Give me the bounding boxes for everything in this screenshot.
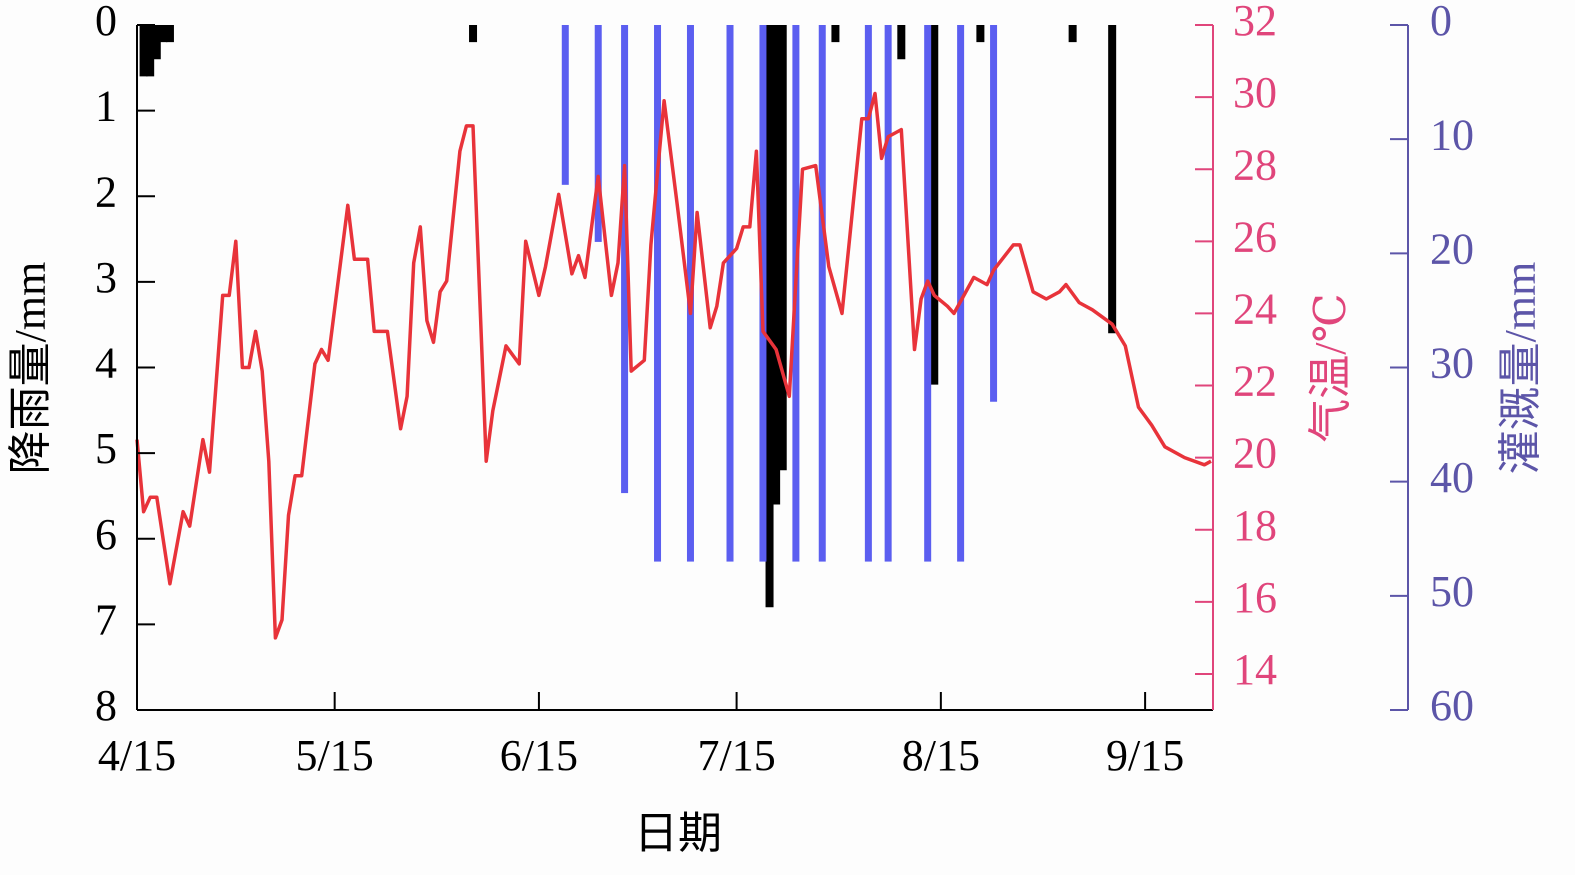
bar [654,25,662,562]
y-tick-label: 6 [95,510,117,559]
bar [1108,25,1117,334]
bar [884,25,892,562]
y3-tick-label: 30 [1430,339,1474,388]
x-tick-label: 7/15 [697,731,775,780]
bar [831,25,840,43]
bar [594,25,602,242]
y-tick-label: 7 [95,595,117,644]
y2-tick-label: 20 [1233,429,1277,478]
line [135,91,1212,640]
bar [1068,25,1077,43]
bar [772,25,781,505]
y3-tick-label: 20 [1430,224,1474,273]
x-axis-title: 日期 [634,809,722,858]
bar [139,25,148,77]
y-tick-label: 5 [95,424,117,473]
y2-tick-label: 16 [1233,573,1277,622]
bar [897,25,906,60]
y3-tick-label: 40 [1430,453,1474,502]
bar [976,25,985,43]
y2-tick-label: 22 [1233,357,1277,406]
y2-tick-label: 30 [1233,68,1277,117]
y2-tick-label: 18 [1233,501,1277,550]
bar [159,25,168,43]
bar [864,25,872,562]
y2-tick-label: 24 [1233,285,1277,334]
y2-tick-label: 14 [1233,645,1277,694]
y2-tick-label: 32 [1233,0,1277,45]
y-tick-label: 1 [95,82,117,131]
y3-tick-label: 50 [1430,567,1474,616]
y3-axis-title: 灌溉量/mm [1496,262,1545,475]
bar [990,25,998,402]
bar [621,25,629,494]
y-axis-title: 降雨量/mm [6,262,55,475]
y-tick-label: 3 [95,253,117,302]
y-tick-label: 2 [95,167,117,216]
bar [726,25,734,562]
bar [818,25,826,562]
y-tick-label: 4 [95,339,117,388]
y3-tick-label: 0 [1430,0,1452,45]
x-tick-label: 5/15 [296,731,374,780]
bar [924,25,932,562]
bar [778,25,787,471]
bar [561,25,569,185]
y-tick-label: 8 [95,681,117,730]
y3-tick-label: 10 [1430,110,1474,159]
x-tick-label: 9/15 [1106,731,1184,780]
bar [165,25,174,43]
y2-axis-title: 气温/℃ [1306,293,1355,442]
y3-tick-label: 60 [1430,681,1474,730]
y2-tick-label: 26 [1233,212,1277,261]
y-tick-label: 0 [95,0,117,45]
x-tick-label: 8/15 [902,731,980,780]
bar [930,25,939,385]
bar [152,25,161,60]
x-tick-label: 6/15 [500,731,578,780]
x-tick-label: 4/15 [98,731,176,780]
bar [957,25,965,562]
bar [765,25,774,608]
bar [469,25,478,43]
bar [146,25,155,77]
y2-tick-label: 28 [1233,140,1277,189]
